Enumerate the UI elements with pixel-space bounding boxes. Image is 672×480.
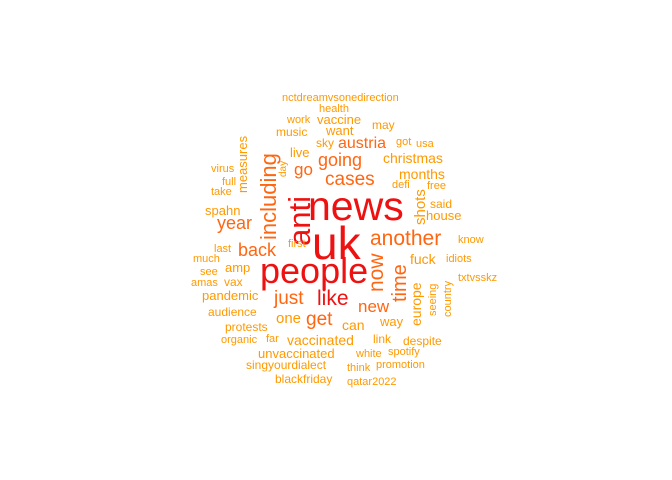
- word-first: first: [288, 238, 306, 250]
- word-austria: austria: [338, 135, 387, 152]
- word-unvaccinated: unvaccinated: [258, 346, 335, 361]
- word-organic: organic: [221, 334, 258, 346]
- word-time: time: [389, 264, 411, 302]
- word-full: full: [222, 176, 237, 188]
- word-amp: amp: [225, 260, 251, 275]
- word-news: news: [308, 183, 404, 229]
- word-much: much: [193, 253, 220, 265]
- word-live: live: [290, 145, 310, 160]
- word-see: see: [200, 266, 218, 278]
- word-cases: cases: [325, 169, 375, 190]
- word-promotion: promotion: [376, 359, 425, 371]
- word-know: know: [458, 234, 484, 246]
- word-one: one: [276, 310, 302, 327]
- word-want: want: [326, 123, 354, 138]
- word-txtvsskz: txtvsskz: [458, 272, 498, 284]
- word-spotify: spotify: [388, 346, 420, 358]
- word-months: months: [399, 166, 445, 182]
- word-new: new: [358, 297, 390, 316]
- word-health: health: [319, 103, 349, 115]
- word-fuck: fuck: [410, 251, 436, 267]
- word-way: way: [380, 314, 404, 329]
- word-including: including: [256, 153, 281, 240]
- word-measures: measures: [235, 135, 250, 193]
- word-back: back: [238, 240, 277, 260]
- word-vaccinated: vaccinated: [287, 332, 354, 348]
- word-go: go: [294, 160, 313, 179]
- word-got: got: [396, 136, 412, 148]
- word-vax: vax: [224, 275, 243, 289]
- word-house: house: [426, 208, 462, 223]
- word-last: last: [214, 243, 232, 255]
- word-day: day: [278, 160, 289, 177]
- word-sky: sky: [316, 136, 334, 150]
- word-uk: uk: [312, 217, 361, 269]
- word-another: another: [370, 227, 442, 250]
- word-may: may: [372, 118, 395, 132]
- word-white: white: [356, 348, 382, 360]
- word-like: like: [317, 287, 349, 310]
- word-qatar2022: qatar2022: [347, 376, 397, 388]
- word-usa: usa: [416, 138, 434, 150]
- word-link: link: [373, 332, 392, 346]
- word-said: said: [430, 197, 453, 211]
- word-defi: defi: [392, 179, 410, 191]
- word-despite: despite: [403, 334, 442, 348]
- word-people: people: [260, 250, 369, 291]
- word-work: work: [287, 114, 311, 126]
- word-europe: europe: [408, 282, 424, 326]
- word-seeing: seeing: [427, 283, 439, 316]
- word-free: free: [427, 180, 446, 192]
- word-music: music: [276, 125, 308, 139]
- word-protests: protests: [225, 320, 268, 334]
- word-nctdreamvsonedirection: nctdreamvsonedirection: [282, 92, 399, 104]
- word-christmas: christmas: [383, 150, 443, 166]
- word-just: just: [274, 288, 304, 309]
- word-blackfriday: blackfriday: [275, 372, 333, 386]
- word-country: country: [442, 280, 454, 317]
- word-idiots: idiots: [446, 253, 472, 265]
- word-pandemic: pandemic: [202, 288, 259, 303]
- word-year: year: [217, 213, 253, 233]
- word-spahn: spahn: [205, 203, 241, 218]
- word-far: far: [266, 333, 279, 345]
- word-think: think: [347, 362, 371, 374]
- word-now: now: [365, 253, 388, 292]
- word-get: get: [306, 309, 333, 330]
- word-vaccine: vaccine: [317, 112, 362, 127]
- word-going: going: [318, 150, 363, 170]
- word-virus: virus: [211, 163, 235, 175]
- word-take: take: [211, 186, 232, 198]
- word-audience: audience: [208, 305, 257, 319]
- word-singyourdialect: singyourdialect: [246, 358, 327, 372]
- word-amas: amas: [191, 277, 218, 289]
- word-can: can: [342, 317, 365, 333]
